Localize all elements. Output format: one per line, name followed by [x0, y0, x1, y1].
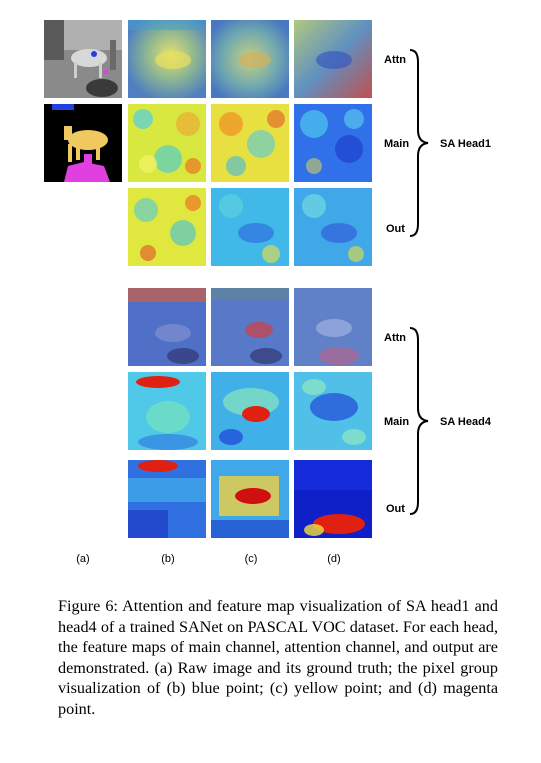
head4-out-label: Out [386, 503, 405, 515]
head4-main-c [211, 372, 289, 450]
head1-main-b [128, 104, 206, 182]
head4-attn-b [128, 288, 206, 366]
head4-out-c [211, 460, 289, 538]
head4-brace [409, 327, 429, 515]
head1-attn-c [211, 20, 289, 98]
head4-attn-c [211, 288, 289, 366]
head1-main-d [294, 104, 372, 182]
head1-main-label: Main [384, 138, 410, 150]
column-label-b: (b) [161, 553, 175, 565]
head1-label: SA Head1 [440, 138, 491, 150]
head1-out-b [128, 188, 206, 266]
ground-truth-mask [44, 104, 122, 182]
head1-attn-b [128, 20, 206, 98]
head1-out-d [294, 188, 372, 266]
column-label-c: (c) [244, 553, 258, 565]
head4-main-d [294, 372, 372, 450]
head4-main-b [128, 372, 206, 450]
head1-out-c [211, 188, 289, 266]
head1-out-label: Out [386, 223, 405, 235]
head4-out-d [294, 460, 372, 538]
head1-brace [409, 49, 429, 237]
head4-label: SA Head4 [440, 416, 491, 428]
figure-caption: Figure 6: Attention and feature map visu… [58, 597, 498, 718]
head4-attn-label: Attn [384, 332, 406, 344]
head4-out-b [128, 460, 206, 538]
head4-main-label: Main [384, 416, 410, 428]
raw-image [44, 20, 122, 98]
head1-main-c [211, 104, 289, 182]
column-label-d: (d) [327, 553, 341, 565]
column-label-a: (a) [76, 553, 90, 565]
head1-attn-label: Attn [384, 54, 406, 66]
head1-attn-d [294, 20, 372, 98]
head4-attn-d [294, 288, 372, 366]
